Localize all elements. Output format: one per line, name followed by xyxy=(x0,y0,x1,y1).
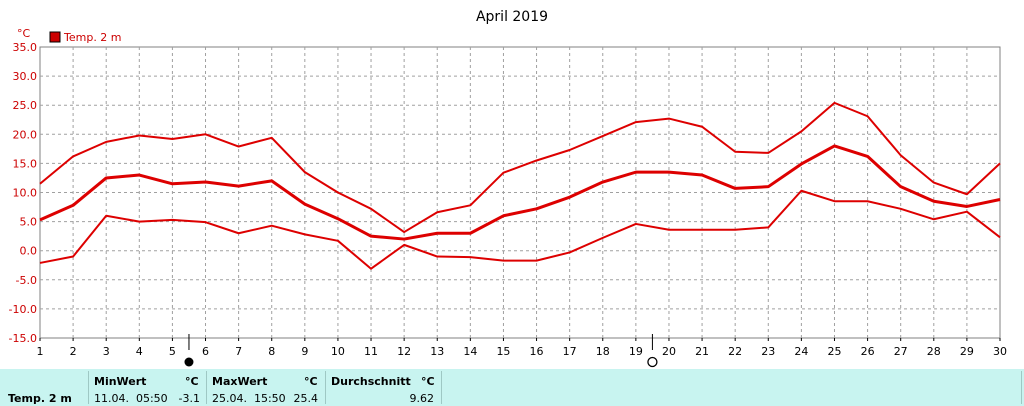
series-lines xyxy=(39,101,1001,270)
full-moon-icon xyxy=(184,357,194,367)
x-tick-label: 1 xyxy=(37,345,44,358)
footer-divider xyxy=(1021,371,1022,404)
x-tick-label: 22 xyxy=(728,345,742,358)
y-tick-label: -5.0 xyxy=(16,274,37,287)
max-unit: °C xyxy=(304,375,318,388)
min-unit: °C xyxy=(185,375,199,388)
temperature-chart: April 2019 °C Temp. 2 m -15.0 -10.0 -5.0 0.… xyxy=(9,9,1007,368)
x-tick-label: 6 xyxy=(202,345,209,358)
series-line-min xyxy=(39,189,1001,270)
x-tick-label: 17 xyxy=(563,345,577,358)
x-tick-label: 15 xyxy=(496,345,510,358)
avg-value: 9.62 xyxy=(409,392,435,405)
x-tick-label: 14 xyxy=(463,345,477,358)
x-tick-label: 5 xyxy=(169,345,176,358)
footer-divider xyxy=(88,371,89,404)
grid xyxy=(39,46,1001,339)
axes: -15.0 -10.0 -5.0 0.0 5.0 10.0 15.0 20.0 25.0 30.0… xyxy=(9,41,1007,358)
min-time: 11.04. 05:50 xyxy=(94,392,168,405)
x-tick-label: 26 xyxy=(861,345,875,358)
x-tick-label: 18 xyxy=(596,345,610,358)
footer-avg-cell: Durchschnitt °C 9.62 xyxy=(326,369,441,406)
series-line-max xyxy=(39,101,1001,234)
avg-label: Durchschnitt xyxy=(331,375,411,388)
min-label: MinWert xyxy=(94,375,147,388)
legend-label: Temp. 2 m xyxy=(63,31,122,44)
x-tick-label: 8 xyxy=(268,345,275,358)
footer-series-label: Temp. 2 m xyxy=(8,392,72,405)
y-unit-label: °C xyxy=(17,27,31,40)
x-tick-label: 2 xyxy=(70,345,77,358)
x-tick-label: 3 xyxy=(103,345,110,358)
max-value: 25.4 xyxy=(293,392,319,405)
x-tick-label: 28 xyxy=(927,345,941,358)
x-tick-label: 13 xyxy=(430,345,444,358)
min-value: -3.1 xyxy=(178,392,200,405)
x-tick-label: 7 xyxy=(235,345,242,358)
max-time: 25.04. 15:50 xyxy=(212,392,286,405)
x-tick-label: 12 xyxy=(397,345,411,358)
x-tick-label: 9 xyxy=(301,345,308,358)
x-tick-label: 23 xyxy=(761,345,775,358)
x-tick-label: 27 xyxy=(894,345,908,358)
x-tick-label: 25 xyxy=(827,345,841,358)
y-tick-label: 20.0 xyxy=(13,128,38,141)
footer-divider xyxy=(441,371,442,404)
y-tick-label: -10.0 xyxy=(9,303,37,316)
y-tick-label: 0.0 xyxy=(20,245,38,258)
x-tick-label: 20 xyxy=(662,345,676,358)
x-tick-label: 29 xyxy=(960,345,974,358)
moon-markers xyxy=(184,334,658,368)
footer-max-cell: MaxWert °C 25.04. 15:50 25.4 xyxy=(207,369,325,406)
x-tick-label: 16 xyxy=(530,345,544,358)
x-tick-label: 30 xyxy=(993,345,1007,358)
max-label: MaxWert xyxy=(212,375,268,388)
x-tick-label: 21 xyxy=(695,345,709,358)
legend-swatch xyxy=(49,31,61,43)
footer-divider xyxy=(325,371,326,404)
y-tick-label: 25.0 xyxy=(13,99,38,112)
y-tick-label: 15.0 xyxy=(13,157,38,170)
series-line-mean xyxy=(39,144,1001,241)
x-tick-label: 11 xyxy=(364,345,378,358)
x-tick-label: 19 xyxy=(629,345,643,358)
y-tick-label: -15.0 xyxy=(9,332,37,345)
y-tick-label: 30.0 xyxy=(13,70,38,83)
chart-title: April 2019 xyxy=(476,9,548,25)
avg-unit: °C xyxy=(421,375,435,388)
stats-footer: Temp. 2 m MinWert °C 11.04. 05:50 -3.1 M… xyxy=(0,369,1024,406)
new-moon-icon xyxy=(647,356,658,368)
x-tick-label: 10 xyxy=(331,345,345,358)
x-tick-label: 24 xyxy=(794,345,808,358)
footer-series-cell: Temp. 2 m xyxy=(0,369,88,406)
x-tick-label: 4 xyxy=(136,345,143,358)
footer-min-cell: MinWert °C 11.04. 05:50 -3.1 xyxy=(89,369,206,406)
y-tick-label: 10.0 xyxy=(13,187,38,200)
footer-divider xyxy=(206,371,207,404)
y-tick-label: 35.0 xyxy=(13,41,38,54)
y-tick-label: 5.0 xyxy=(20,216,38,229)
